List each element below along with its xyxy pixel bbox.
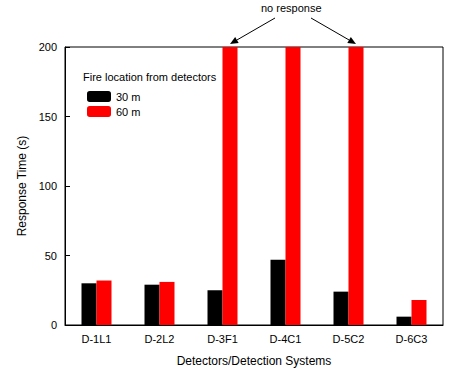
svg-text:50: 50 bbox=[45, 250, 57, 262]
svg-text:D-6C3: D-6C3 bbox=[396, 333, 428, 345]
svg-text:Response Time (s): Response Time (s) bbox=[15, 136, 29, 237]
svg-text:no response: no response bbox=[261, 2, 322, 14]
svg-text:D-1L1: D-1L1 bbox=[82, 333, 112, 345]
svg-text:D-4C1: D-4C1 bbox=[270, 333, 302, 345]
svg-text:0: 0 bbox=[51, 319, 57, 331]
svg-text:D-5C2: D-5C2 bbox=[333, 333, 365, 345]
svg-text:Detectors/Detection Systems: Detectors/Detection Systems bbox=[177, 354, 332, 368]
svg-text:200: 200 bbox=[39, 41, 57, 53]
svg-text:D-3F1: D-3F1 bbox=[207, 333, 238, 345]
svg-text:150: 150 bbox=[39, 111, 57, 123]
svg-text:30 m: 30 m bbox=[116, 91, 140, 103]
svg-text:100: 100 bbox=[39, 180, 57, 192]
svg-text:60 m: 60 m bbox=[116, 106, 140, 118]
svg-text:D-2L2: D-2L2 bbox=[145, 333, 175, 345]
svg-text:Fire location from detectors: Fire location from detectors bbox=[83, 71, 217, 83]
